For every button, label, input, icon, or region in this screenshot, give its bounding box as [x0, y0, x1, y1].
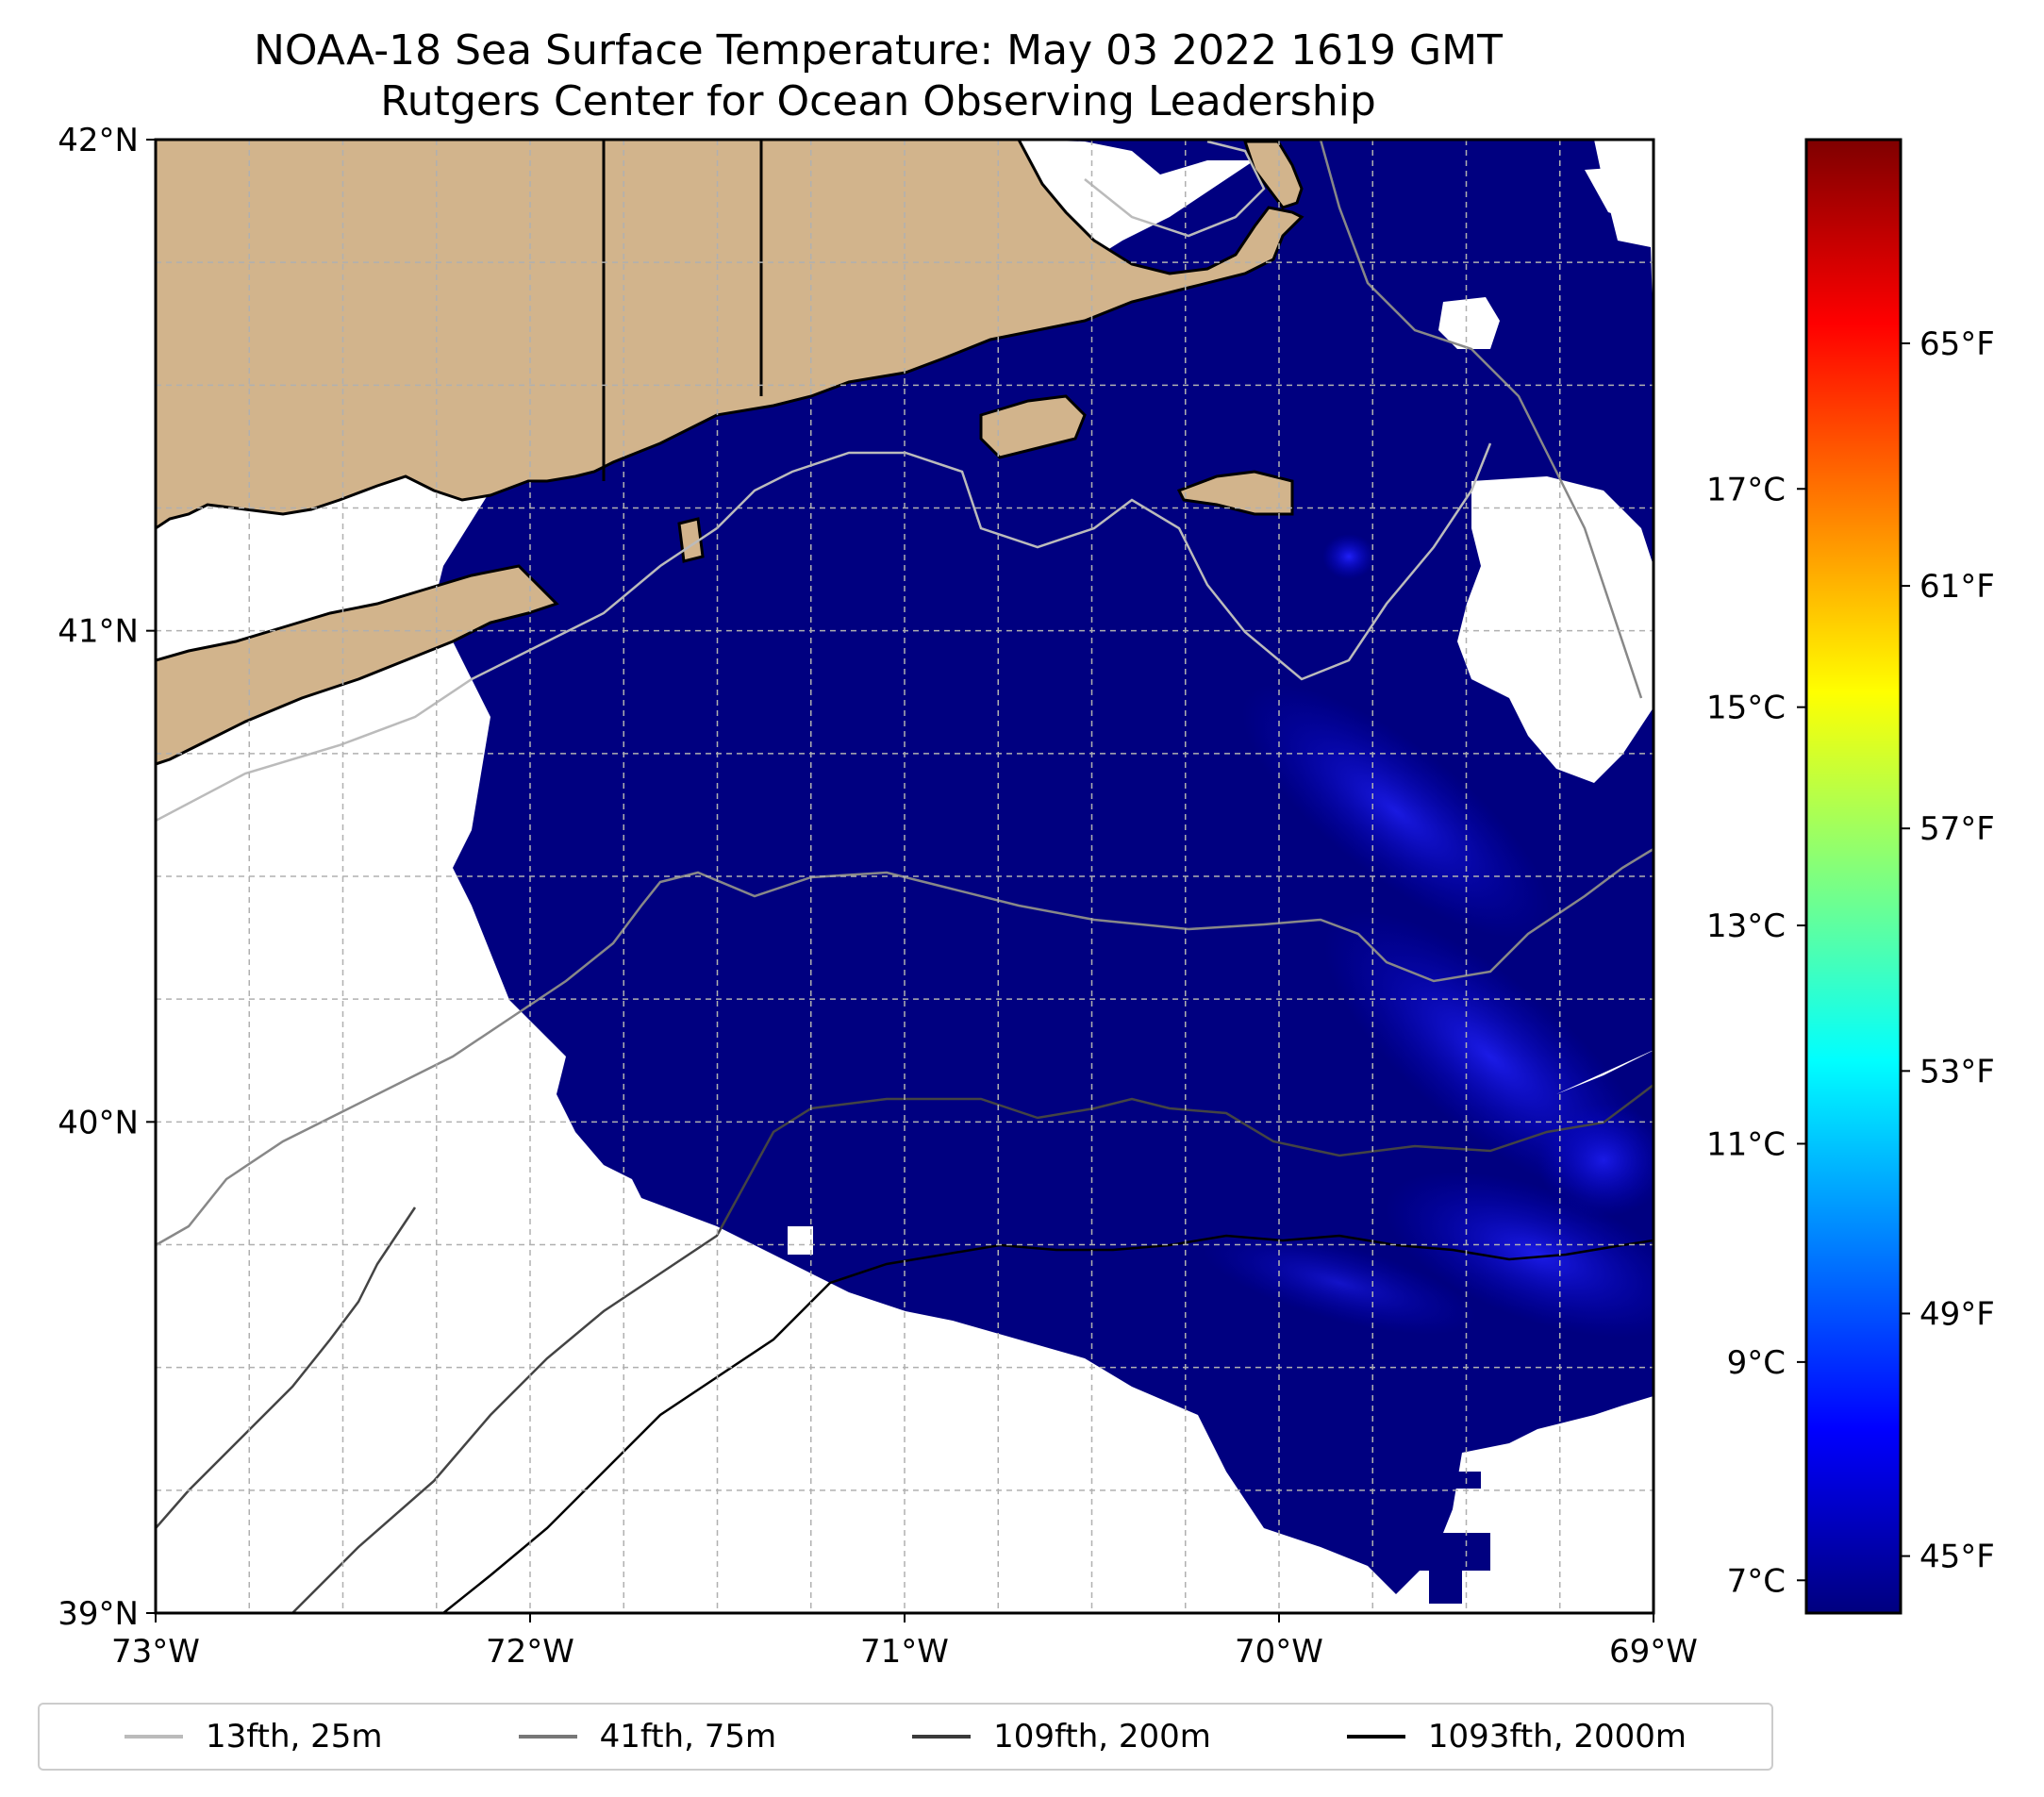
new-england-coast [156, 140, 1305, 530]
land-areas [156, 140, 1305, 766]
legend-item: 1093fth, 2000m [1346, 1718, 1687, 1755]
fahrenheit-tick-label: 45°F [1919, 1539, 1995, 1576]
legend-label: 109fth, 200m [993, 1718, 1211, 1755]
legend-line-swatch [912, 1735, 972, 1739]
state-boundaries [602, 140, 763, 481]
contour-200m [291, 1084, 1653, 1613]
contour-25m-b [1084, 140, 1266, 238]
map-subtitle: Rutgers Center for Ocean Observing Leade… [380, 77, 1376, 125]
x-tick-label: 71°W [860, 1633, 949, 1671]
longitude-axis: 73°W 72°W 71°W 70°W 69°W [111, 1613, 1698, 1671]
fahrenheit-tick-label: 57°F [1919, 810, 1995, 848]
celsius-tick-label: 7°C [1727, 1562, 1786, 1600]
sst-data-field [434, 140, 1653, 1594]
map-plot-area[interactable] [156, 140, 1711, 1679]
celsius-tick-label: 9°C [1727, 1344, 1786, 1382]
nantucket [1176, 470, 1294, 516]
x-tick-label: 69°W [1609, 1633, 1698, 1671]
celsius-tick-label: 15°C [1706, 690, 1786, 727]
fahrenheit-tick-label: 49°F [1919, 1295, 1995, 1333]
latitude-axis: 42°N 41°N 40°N 39°N [58, 122, 156, 1633]
x-tick-label: 72°W [486, 1633, 574, 1671]
legend-label: 13fth, 25m [206, 1718, 383, 1755]
map-grid [156, 140, 1653, 1613]
contour-legend: 13fth, 25m 41fth, 75m 109fth, 200m 1093fth,… [38, 1703, 1773, 1771]
marthas-vineyard [979, 394, 1087, 459]
long-island [156, 564, 559, 766]
celsius-tick-label: 17°C [1706, 471, 1786, 508]
colorbar [1804, 138, 1903, 1615]
y-tick-label: 39°N [58, 1595, 139, 1633]
legend-line-swatch [125, 1735, 184, 1739]
y-tick-label: 41°N [58, 613, 139, 651]
legend-item: 13fth, 25m [125, 1718, 383, 1755]
contour-2000m [442, 1234, 1653, 1613]
bathymetry-contours [156, 140, 1653, 1613]
contour-25m [156, 442, 1492, 823]
y-tick-label: 40°N [58, 1104, 139, 1141]
x-tick-label: 70°W [1235, 1633, 1323, 1671]
fahrenheit-tick-label: 53°F [1919, 1053, 1995, 1090]
celsius-tick-label: 11°C [1706, 1125, 1786, 1163]
x-tick-label: 73°W [111, 1633, 200, 1671]
colorbar-fahrenheit-axis: 45°F 49°F 53°F 57°F 61°F 65°F [1901, 325, 1995, 1576]
contour-200m-b [156, 1206, 417, 1529]
cloud-gaps [788, 165, 1653, 1255]
legend-line-swatch [518, 1735, 577, 1739]
legend-line-swatch [1346, 1735, 1405, 1739]
y-tick-label: 42°N [58, 122, 139, 159]
data-patches [1325, 1410, 1490, 1604]
map-title: NOAA-18 Sea Surface Temperature: May 03 … [254, 26, 1503, 75]
fahrenheit-tick-label: 65°F [1919, 325, 1995, 363]
warm-water-streaks [1202, 534, 1653, 1338]
legend-label: 41fth, 75m [599, 1718, 777, 1755]
fahrenheit-tick-label: 61°F [1919, 568, 1995, 606]
contour-75m-b [1319, 140, 1643, 699]
celsius-tick-label: 13°C [1706, 907, 1786, 945]
cape-cod [1242, 140, 1304, 209]
legend-label: 1093fth, 2000m [1427, 1718, 1687, 1755]
contour-75m [156, 847, 1653, 1247]
colorbar-celsius-axis: 7°C 9°C 11°C 13°C 15°C 17°C [1706, 471, 1806, 1600]
legend-item: 109fth, 200m [912, 1718, 1211, 1755]
legend-item: 41fth, 75m [518, 1718, 777, 1755]
